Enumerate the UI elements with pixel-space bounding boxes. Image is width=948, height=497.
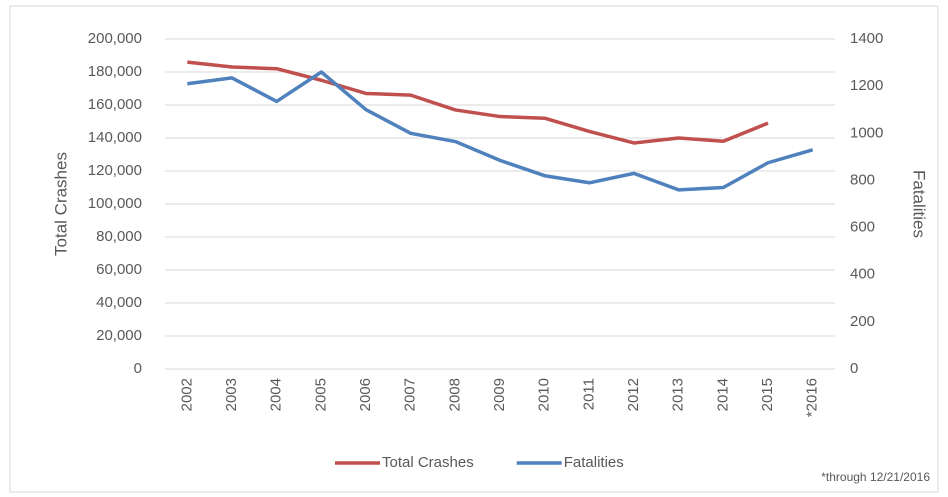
y2-tick-label: 600 xyxy=(850,219,875,236)
x-tick-label: 2007 xyxy=(402,378,419,411)
x-tick-label: 2004 xyxy=(268,378,285,411)
legend-label: Total Crashes xyxy=(382,454,474,471)
y-tick-label: 160,000 xyxy=(88,96,142,113)
y-tick-label: 40,000 xyxy=(96,294,142,311)
x-tick-label: 2011 xyxy=(580,378,597,410)
y-tick-label: 140,000 xyxy=(88,129,142,146)
y-tick-label: 20,000 xyxy=(96,327,142,344)
series-line xyxy=(187,70,814,192)
chart-border xyxy=(9,5,939,493)
y-tick-label: 180,000 xyxy=(88,63,142,80)
y-tick-label: 0 xyxy=(134,360,142,377)
y2-axis-title: Fatalities xyxy=(910,170,929,238)
x-tick-label: 2013 xyxy=(670,378,687,411)
x-tick-label: 2005 xyxy=(312,378,329,411)
x-tick-label: 2014 xyxy=(714,378,731,411)
y2-tick-label: 1400 xyxy=(850,30,883,47)
y-tick-label: 200,000 xyxy=(88,30,142,47)
y-tick-label: 100,000 xyxy=(88,195,142,212)
footnote: *through 12/21/2016 xyxy=(821,470,930,484)
y2-tick-label: 0 xyxy=(850,360,858,377)
y2-tick-label: 800 xyxy=(850,171,875,188)
legend-label: Fatalities xyxy=(564,454,624,471)
x-tick-label: 2010 xyxy=(536,378,553,411)
x-tick-label: 2006 xyxy=(357,378,374,411)
y-axis-title: Total Crashes xyxy=(51,152,70,256)
y-tick-label: 80,000 xyxy=(96,228,142,245)
x-tick-label: *2016 xyxy=(804,378,821,417)
y2-tick-label: 200 xyxy=(850,313,875,330)
y-tick-label: 60,000 xyxy=(96,261,142,278)
x-tick-label: 2009 xyxy=(491,378,508,411)
y2-tick-label: 1000 xyxy=(850,124,883,141)
y2-tick-label: 1200 xyxy=(850,77,883,94)
x-tick-label: 2008 xyxy=(446,378,463,411)
y-tick-label: 120,000 xyxy=(88,162,142,179)
x-tick-label: 2003 xyxy=(223,378,240,411)
x-tick-label: 2015 xyxy=(759,378,776,411)
x-tick-label: 2012 xyxy=(625,378,642,411)
y2-tick-label: 400 xyxy=(850,266,875,283)
series-line xyxy=(187,60,769,145)
x-tick-label: 2002 xyxy=(178,378,195,411)
